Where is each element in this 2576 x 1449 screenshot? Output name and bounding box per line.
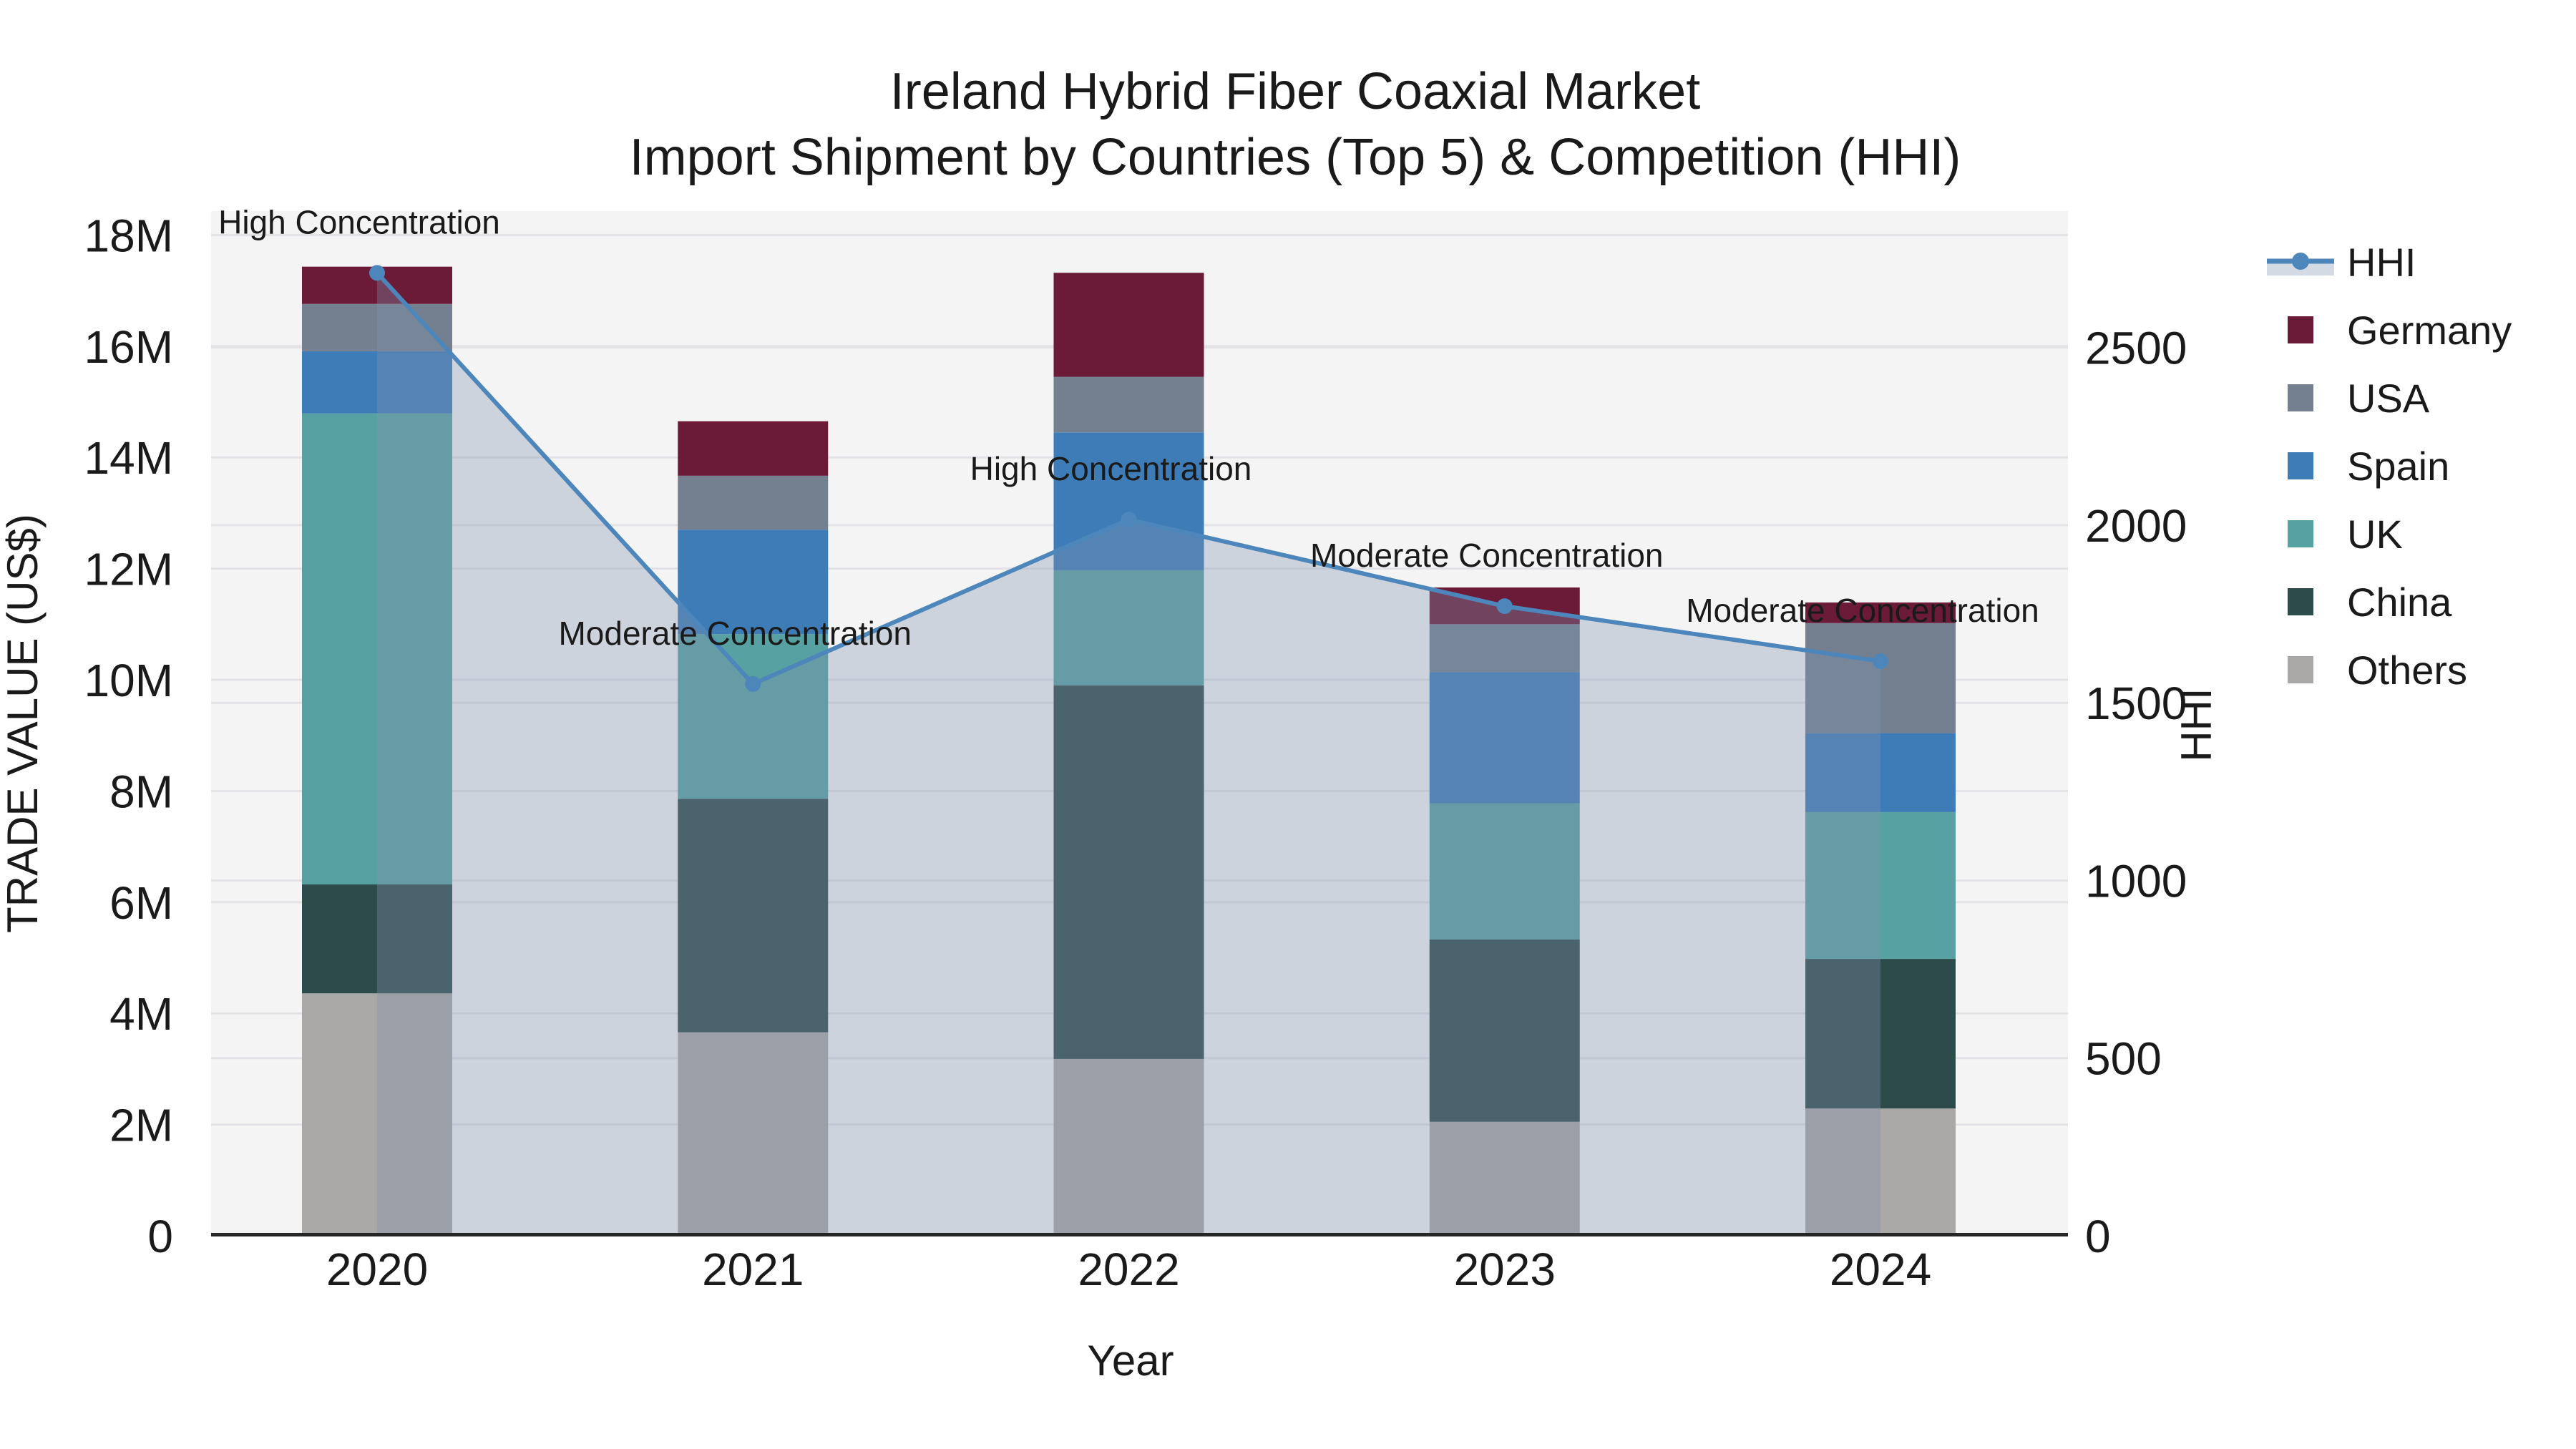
- hhi-area-fill: [377, 273, 1880, 1236]
- x-axis-label: Year: [1087, 1337, 1174, 1385]
- y-left-tick-18M: 18M: [84, 210, 174, 261]
- chart-title-line1: Ireland Hybrid Fiber Coaxial Market: [890, 63, 1700, 120]
- legend-swatch-usa: [2288, 384, 2313, 411]
- x-tick-2024: 2024: [1830, 1244, 1931, 1295]
- bar-segment-usa-2023: [1429, 624, 1580, 673]
- y-left-tick-10M: 10M: [84, 655, 174, 706]
- y-right-axis-label: HHI: [2172, 688, 2220, 761]
- y-right-tick-2500: 2500: [2085, 323, 2187, 374]
- legend: HHI Germany USA Spain UK China Others: [2267, 240, 2512, 693]
- hhi-marker-2024: [1873, 653, 1888, 670]
- y-right-tick-1000: 1000: [2085, 855, 2187, 907]
- bar-segment-others-2021: [678, 1032, 829, 1236]
- x-tick-2021: 2021: [702, 1244, 804, 1295]
- y-left-tick-16M: 16M: [84, 321, 174, 373]
- legend-item-germany: Germany: [2288, 308, 2512, 353]
- y-left-tick-8M: 8M: [109, 766, 173, 817]
- legend-swatch-others: [2288, 656, 2313, 683]
- legend-hhi-marker: [2292, 253, 2309, 270]
- x-tick-labels: 2020 2021 2022 2023 2024: [326, 1244, 1931, 1295]
- bar-segment-spain-2023: [1429, 672, 1580, 804]
- bar-segment-usa-2022: [1053, 376, 1204, 433]
- legend-item-hhi: HHI: [2267, 240, 2416, 285]
- legend-label-germany: Germany: [2347, 308, 2512, 353]
- legend-item-uk: UK: [2288, 512, 2403, 557]
- y-left-tick-2M: 2M: [109, 1100, 173, 1151]
- y-left-tick-labels: 0 2M 4M 6M 8M 10M 12M 14M 16M 18M: [84, 210, 174, 1262]
- hhi-marker-2021: [745, 675, 761, 692]
- bar-segment-china-2022: [1053, 685, 1204, 1059]
- hhi-marker-2023: [1496, 598, 1513, 615]
- legend-item-usa: USA: [2288, 376, 2430, 421]
- bar-segment-germany-2022: [1053, 273, 1204, 377]
- bar-segment-uk-2020: [302, 413, 452, 884]
- y-left-tick-4M: 4M: [109, 988, 173, 1040]
- bar-segment-uk-2022: [1053, 570, 1204, 686]
- bar-segment-uk-2023: [1429, 803, 1580, 940]
- bar-segment-spain-2022: [1053, 432, 1204, 570]
- y-right-tick-500: 500: [2085, 1033, 2162, 1085]
- bar-segment-others-2023: [1429, 1121, 1580, 1236]
- legend-label-usa: USA: [2347, 376, 2430, 421]
- legend-label-china: China: [2347, 580, 2452, 625]
- bar-segment-others-2022: [1053, 1058, 1204, 1236]
- stacked-bars-layer: [302, 266, 1956, 1236]
- hhi-marker-2020: [369, 265, 385, 281]
- legend-label-others: Others: [2347, 648, 2467, 693]
- legend-item-others: Others: [2288, 648, 2467, 693]
- y-right-tick-2000: 2000: [2085, 500, 2187, 552]
- bar-segment-others-2024: [1805, 1108, 1956, 1236]
- bar-segment-others-2020: [302, 993, 452, 1236]
- legend-item-china: China: [2288, 580, 2452, 625]
- legend-label-spain: Spain: [2347, 444, 2449, 489]
- bar-segment-china-2020: [302, 884, 452, 994]
- x-axis-spine: [211, 1233, 2068, 1236]
- bar-segment-usa-2024: [1805, 623, 1956, 733]
- y-right-tick-0: 0: [2085, 1211, 2111, 1262]
- annotation-2022: High Concentration: [970, 450, 1252, 487]
- bar-segment-germany-2021: [678, 421, 829, 476]
- legend-item-spain: Spain: [2288, 444, 2449, 489]
- bar-segment-china-2024: [1805, 959, 1956, 1109]
- y-left-tick-14M: 14M: [84, 432, 174, 484]
- annotation-2020: High Concentration: [218, 203, 500, 240]
- bar-segment-china-2021: [678, 799, 829, 1033]
- x-tick-2022: 2022: [1078, 1244, 1179, 1295]
- legend-label-uk: UK: [2347, 512, 2403, 557]
- bar-segment-usa-2021: [678, 475, 829, 530]
- annotation-2024: Moderate Concentration: [1686, 592, 2039, 629]
- legend-swatch-spain: [2288, 452, 2313, 479]
- y-right-tick-labels: 0 500 1000 1500 2000 2500: [2085, 323, 2187, 1262]
- bar-segment-spain-2020: [302, 351, 452, 414]
- hhi-marker-2022: [1121, 511, 1137, 527]
- hhi-area-layer: [377, 273, 1880, 1236]
- y-left-tick-6M: 6M: [109, 877, 173, 929]
- y-right-tick-1500: 1500: [2085, 678, 2187, 729]
- legend-swatch-china: [2288, 588, 2313, 615]
- y-left-tick-12M: 12M: [84, 544, 174, 595]
- bar-segment-spain-2021: [678, 530, 829, 635]
- annotation-layer: High Concentration Moderate Concentration…: [218, 203, 2039, 651]
- bar-segment-germany-2024: [1805, 602, 1956, 623]
- legend-label-hhi: HHI: [2347, 240, 2416, 285]
- legend-swatch-germany: [2288, 316, 2313, 343]
- bar-segment-spain-2024: [1805, 733, 1956, 812]
- y-left-axis-label: TRADE VALUE (US$): [0, 514, 47, 933]
- chart-title-line2: Import Shipment by Countries (Top 5) & C…: [630, 129, 1961, 186]
- x-tick-2023: 2023: [1454, 1244, 1556, 1295]
- annotation-2023: Moderate Concentration: [1310, 537, 1664, 574]
- bar-segment-uk-2024: [1805, 811, 1956, 960]
- annotation-2021: Moderate Concentration: [558, 615, 912, 652]
- hhi-line-layer: [369, 265, 1888, 692]
- y-left-tick-0: 0: [147, 1211, 173, 1262]
- x-tick-2020: 2020: [326, 1244, 428, 1295]
- bar-segment-china-2023: [1429, 939, 1580, 1122]
- legend-swatch-uk: [2288, 520, 2313, 547]
